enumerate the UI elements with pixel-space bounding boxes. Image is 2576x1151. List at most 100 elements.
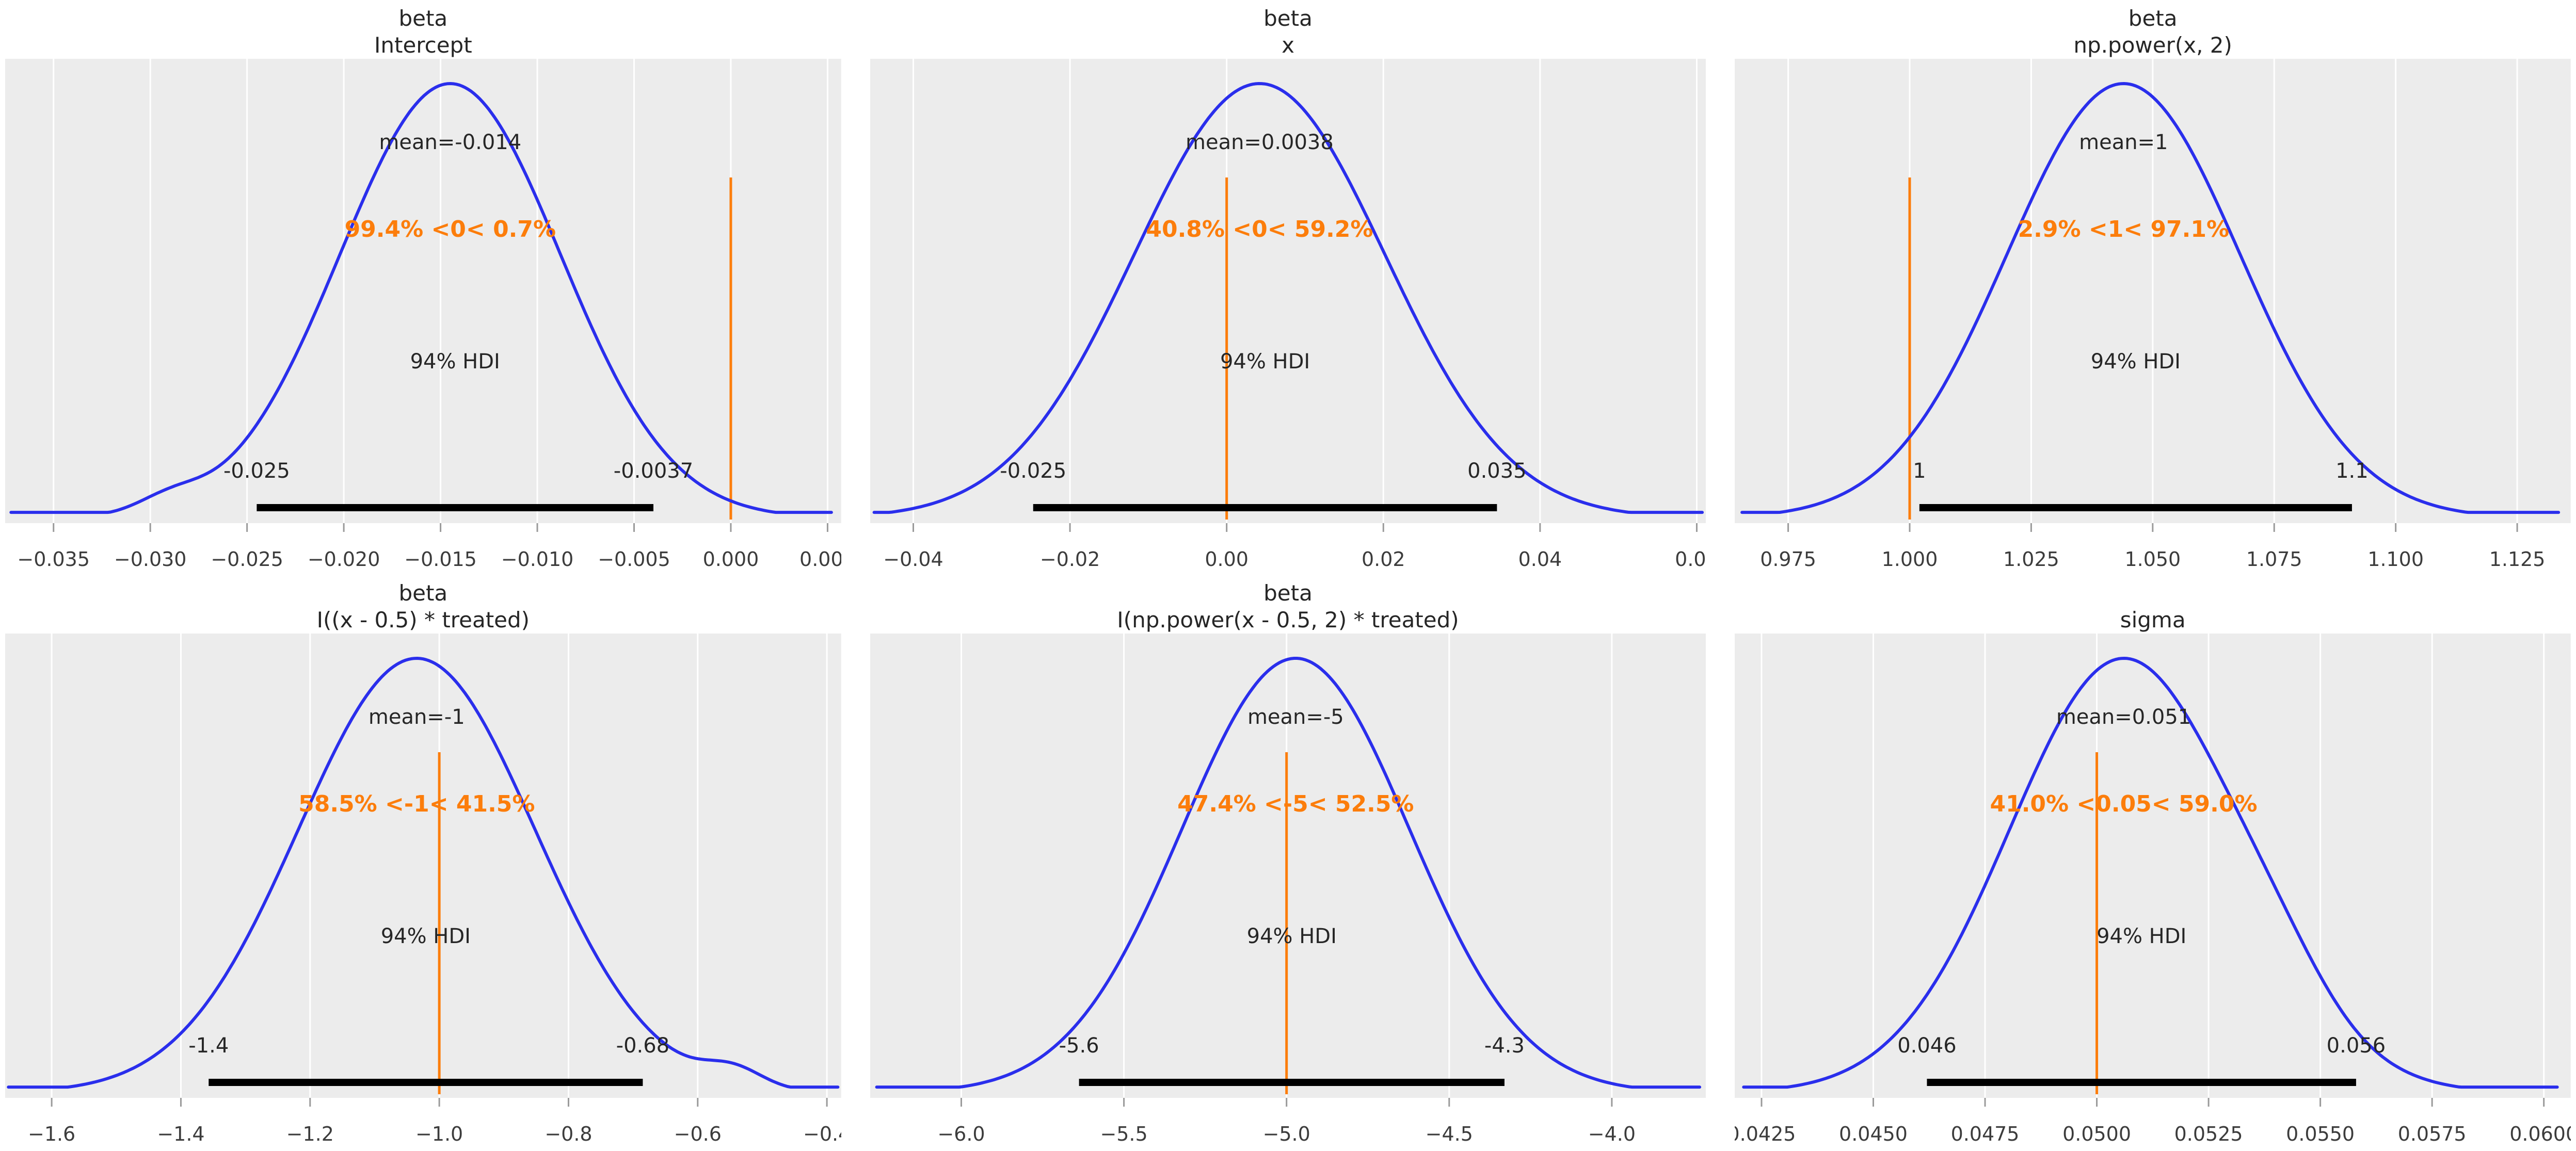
- panel-title: beta I(np.power(x - 0.5, 2) * treated): [870, 577, 1706, 634]
- axes-background: [870, 59, 1706, 523]
- hdi-bar: [257, 504, 653, 511]
- x-tick-label: −0.025: [211, 548, 283, 571]
- hdi-upper-label: 1.1: [2335, 459, 2369, 483]
- panel-title-group: beta: [1263, 580, 1313, 606]
- x-tick-label: −0.010: [501, 548, 574, 571]
- x-tick-label: 0.0475: [1951, 1123, 2020, 1145]
- posterior-density-plot: mean=0.0038 40.8% <0< 59.2% 94% HDI -0.025 0…: [870, 59, 1706, 571]
- posterior-density-plot: mean=-1 58.5% <-1< 41.5% 94% HDI -1.4 -0.68 −…: [5, 634, 841, 1145]
- x-tick-label: 0.0500: [2062, 1123, 2131, 1145]
- hdi-lower-label: 1: [1913, 459, 1926, 483]
- x-tick-label: −6.0: [937, 1123, 985, 1145]
- hdi-label: 94% HDI: [1220, 350, 1310, 374]
- axes-background: [1735, 634, 2571, 1098]
- hdi-lower-label: -0.025: [223, 459, 290, 483]
- hdi-upper-label: 0.035: [1467, 459, 1526, 483]
- panel-title-coeff: Intercept: [374, 33, 472, 58]
- panel-title-coeff: np.power(x, 2): [2073, 33, 2232, 58]
- hdi-label: 94% HDI: [381, 925, 471, 948]
- kde-curve: [875, 657, 1701, 1089]
- hdi-upper-label: -0.68: [616, 1034, 669, 1058]
- panel-title-coeff: I(np.power(x - 0.5, 2) * treated): [1117, 607, 1459, 633]
- hdi-label: 94% HDI: [1246, 925, 1336, 948]
- hdi-lower-label: -1.4: [188, 1034, 229, 1058]
- panel-title: beta np.power(x, 2): [1735, 2, 2571, 59]
- kde-curve: [1740, 82, 2561, 514]
- x-tick-label: 0.0550: [2286, 1123, 2355, 1145]
- x-tick-label: 0.0525: [2174, 1123, 2243, 1145]
- x-tick-label: 0.04: [1518, 548, 1562, 571]
- panel-title-group: beta: [2128, 6, 2178, 31]
- kde-curve: [9, 82, 833, 514]
- mean-label: mean=0.0038: [1186, 131, 1334, 154]
- x-tick-label: −1.0: [415, 1123, 463, 1145]
- panel-title: beta x: [870, 2, 1706, 59]
- x-tick-label: 1.075: [2246, 548, 2302, 571]
- x-tick-label: −5.5: [1100, 1123, 1147, 1145]
- x-tick-label: −4.0: [1588, 1123, 1635, 1145]
- posterior-panel-sigma: sigma mean=0.051 41.0% <0.05< 59.0% 94% HD…: [1735, 577, 2571, 1149]
- x-tick-label: 0.0425: [1735, 1123, 1796, 1145]
- mean-label: mean=0.051: [2056, 705, 2191, 729]
- panel-title: beta I((x - 0.5) * treated): [5, 577, 841, 634]
- x-tick-label: 0.000: [703, 548, 759, 571]
- x-tick-label: 1.000: [1882, 548, 1938, 571]
- hdi-lower-label: -5.6: [1059, 1034, 1099, 1058]
- x-tick-label: 0.02: [1362, 548, 1405, 571]
- x-tick-label: −0.4: [803, 1123, 841, 1145]
- x-tick-label: −0.035: [17, 548, 90, 571]
- ref-percentage-label: 47.4% <-5< 52.5%: [1177, 791, 1414, 817]
- mean-label: mean=1: [2079, 131, 2168, 154]
- x-tick-label: −0.030: [114, 548, 187, 571]
- posterior-panel-beta-intercept: beta Intercept mean=-0.014 99.4% <0< 0.7%…: [5, 2, 841, 575]
- x-tick-label: −0.020: [308, 548, 380, 571]
- panel-title: beta Intercept: [5, 2, 841, 59]
- ref-percentage-label: 40.8% <0< 59.2%: [1146, 216, 1373, 242]
- posterior-panel-beta-np-power-x-2: beta np.power(x, 2) mean=1 2.9% <1< 97.1%…: [1735, 2, 2571, 575]
- hdi-upper-label: 0.056: [2327, 1034, 2386, 1058]
- x-tick-label: 1.025: [2003, 548, 2059, 571]
- x-tick-label: 1.100: [2368, 548, 2424, 571]
- panel-title-group: beta: [1263, 6, 1313, 31]
- posterior-panel-beta-np-power-treated: beta I(np.power(x - 0.5, 2) * treated) m…: [870, 577, 1706, 1149]
- posterior-density-plot: mean=-5 47.4% <-5< 52.5% 94% HDI -5.6 -4.3 −6…: [870, 634, 1706, 1145]
- x-tick-label: −5.0: [1262, 1123, 1310, 1145]
- x-tick-label: −0.02: [1040, 548, 1100, 571]
- x-tick-label: 0.06: [1675, 548, 1706, 571]
- ref-percentage-label: 58.5% <-1< 41.5%: [298, 791, 535, 817]
- panel-title: sigma: [1735, 577, 2571, 634]
- mean-label: mean=-0.014: [379, 131, 521, 154]
- x-tick-label: −0.04: [883, 548, 943, 571]
- ref-percentage-label: 2.9% <1< 97.1%: [2018, 216, 2229, 242]
- ref-percentage-label: 41.0% <0.05< 59.0%: [1990, 791, 2258, 817]
- hdi-bar: [209, 1079, 643, 1086]
- kde-curve: [1742, 657, 2559, 1089]
- posterior-density-plot: mean=0.051 41.0% <0.05< 59.0% 94% HDI 0.046…: [1735, 634, 2571, 1145]
- hdi-upper-label: -0.0037: [614, 459, 693, 483]
- x-tick-label: 0.00: [1205, 548, 1249, 571]
- panel-title-group: beta: [398, 6, 448, 31]
- x-tick-label: −0.015: [404, 548, 477, 571]
- x-tick-label: −0.8: [545, 1123, 592, 1145]
- posterior-density-plot: mean=1 2.9% <1< 97.1% 94% HDI 1 1.1 0.975 1.00…: [1735, 59, 2571, 571]
- mean-label: mean=-1: [369, 705, 465, 729]
- axes-background: [5, 634, 841, 1098]
- x-tick-label: 0.0575: [2398, 1123, 2467, 1145]
- hdi-label: 94% HDI: [2097, 925, 2186, 948]
- x-tick-label: −0.005: [598, 548, 670, 571]
- x-tick-label: −1.6: [28, 1123, 75, 1145]
- x-tick-label: −4.5: [1425, 1123, 1473, 1145]
- x-tick-label: 0.975: [1761, 548, 1817, 571]
- hdi-label: 94% HDI: [410, 350, 500, 374]
- panel-title-coeff: sigma: [2120, 607, 2186, 633]
- posterior-panel-beta-x-treated: beta I((x - 0.5) * treated) mean=-1 58.5%…: [5, 577, 841, 1149]
- kde-curve: [872, 82, 1704, 514]
- x-tick-label: 0.0450: [1839, 1123, 1908, 1145]
- hdi-lower-label: 0.046: [1898, 1034, 1957, 1058]
- posterior-panel-beta-x: beta x mean=0.0038 40.8% <0< 59.2% 94% HDI…: [870, 2, 1706, 575]
- panel-title-coeff: x: [1282, 33, 1294, 58]
- ref-percentage-label: 99.4% <0< 0.7%: [345, 216, 556, 242]
- hdi-bar: [1079, 1079, 1505, 1086]
- hdi-bar: [1927, 1079, 2357, 1086]
